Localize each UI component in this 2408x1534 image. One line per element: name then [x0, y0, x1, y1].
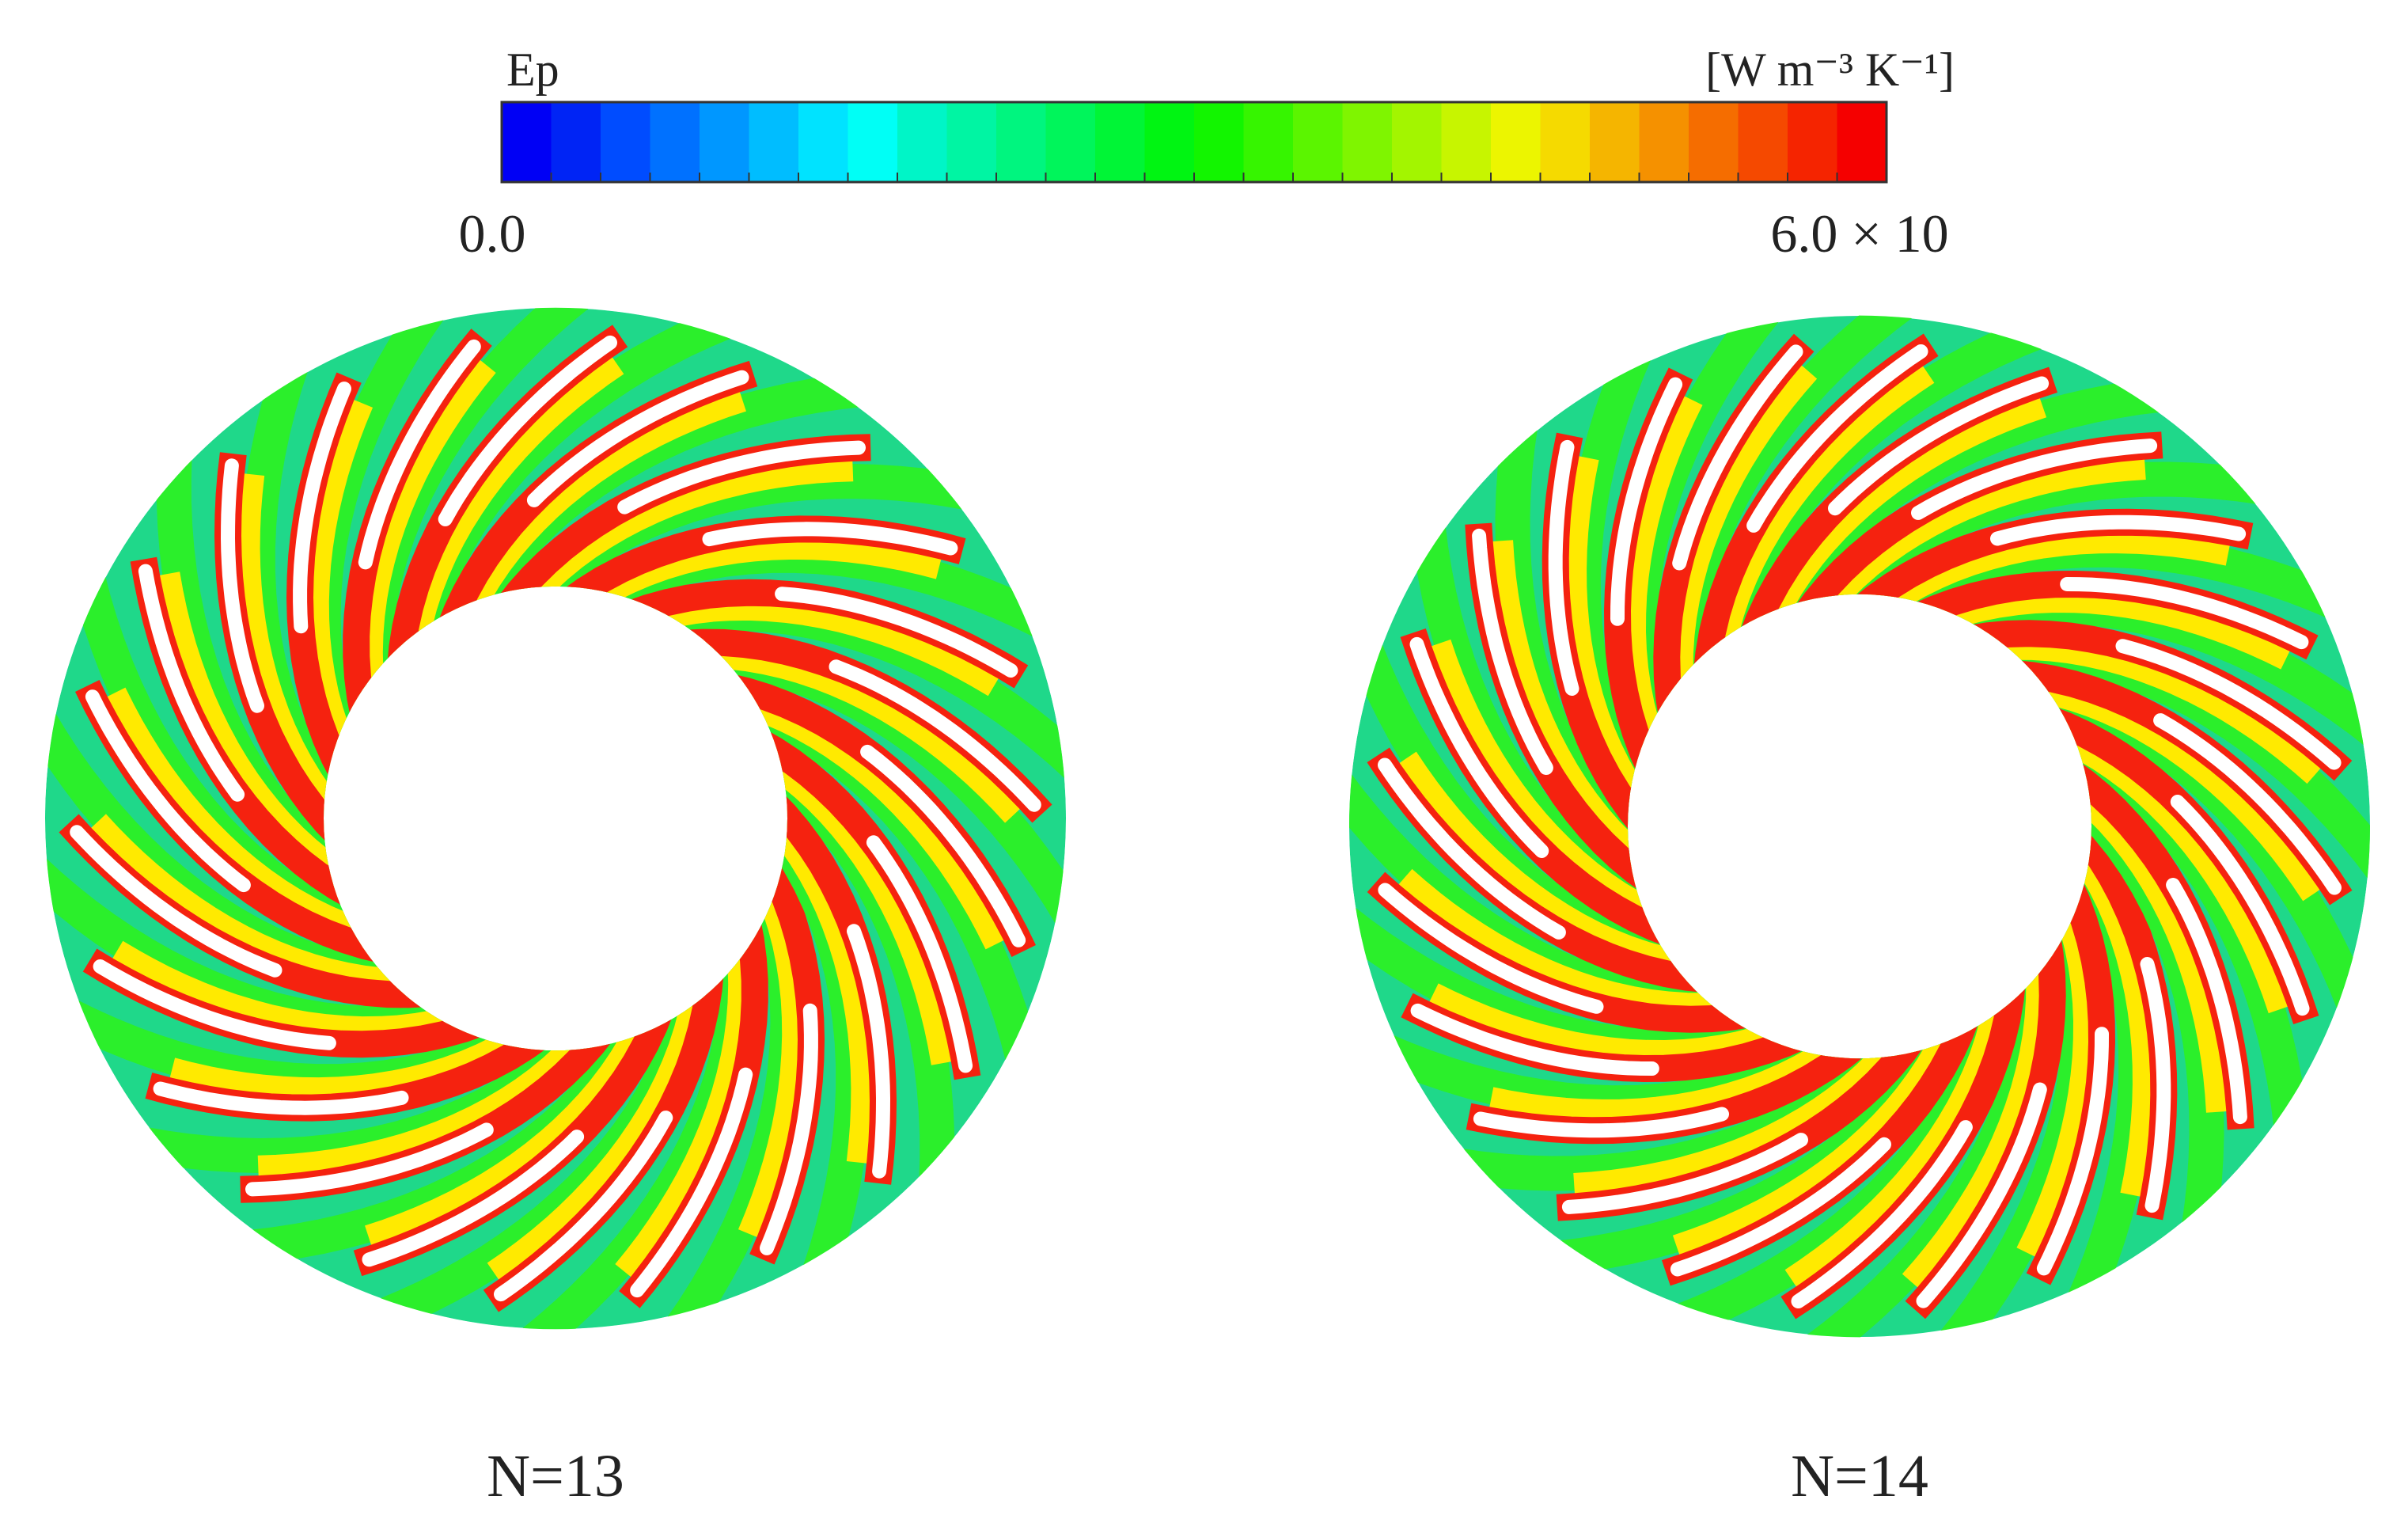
- contour-layer: [44, 307, 1067, 1330]
- blade: [1561, 1133, 1808, 1214]
- blade: [760, 1003, 818, 1255]
- colorbar-unit: [W m⁻³ K⁻¹]: [1705, 44, 1955, 96]
- blade: [617, 440, 866, 514]
- colorbar-step: [1342, 102, 1393, 182]
- colorbar-step: [1590, 102, 1640, 182]
- colorbar-step: [1095, 102, 1146, 182]
- blade: [1409, 636, 1549, 858]
- colorbar-step: [1194, 102, 1245, 182]
- panel-label: N=14: [1791, 1443, 1928, 1509]
- colorbar-step: [1293, 102, 1344, 182]
- blade: [829, 659, 1041, 812]
- blade: [2060, 577, 2309, 650]
- colorbar-step: [1491, 102, 1541, 182]
- blade: [220, 458, 264, 713]
- colorbar-step: [996, 102, 1047, 182]
- blade: [1670, 1137, 1891, 1277]
- blade: [1378, 758, 1566, 940]
- colorbar-variable: Ep: [506, 44, 559, 96]
- blade: [1911, 439, 2158, 520]
- blade: [2115, 639, 2342, 770]
- colorbar-step: [1243, 102, 1294, 182]
- blade: [1473, 1107, 1729, 1138]
- blade: [1791, 1120, 1973, 1308]
- blade: [2153, 713, 2342, 895]
- colorbar-step: [1045, 102, 1096, 182]
- colorbar: [502, 102, 1887, 182]
- blade: [1916, 1082, 2047, 1308]
- blade: [1828, 376, 2050, 516]
- blade: [2166, 878, 2247, 1125]
- colorbar-step: [551, 102, 601, 182]
- colorbar-step: [1738, 102, 1788, 182]
- colorbar-step: [650, 102, 700, 182]
- colorbar-step: [1689, 102, 1739, 182]
- blade: [1472, 528, 1553, 775]
- colorbar-step: [700, 102, 750, 182]
- blade: [630, 1067, 753, 1298]
- blade: [526, 370, 749, 507]
- blade: [1672, 344, 1803, 571]
- blade: [245, 1122, 494, 1197]
- colorbar-step: [1639, 102, 1689, 182]
- colorbar-step: [1441, 102, 1492, 182]
- blade: [1610, 377, 1683, 626]
- blade: [1410, 1003, 1659, 1076]
- contour-plot: [44, 307, 1067, 1330]
- blade: [362, 1130, 585, 1267]
- blade: [293, 382, 351, 634]
- colorbar-step: [1788, 102, 1838, 182]
- blade: [847, 924, 891, 1179]
- colorbar-step: [798, 102, 849, 182]
- blade: [2140, 957, 2171, 1213]
- blade: [702, 522, 958, 556]
- blade: [775, 587, 1018, 678]
- blade: [1746, 344, 1928, 533]
- blade: [860, 744, 1026, 947]
- colorbar-step: [1837, 102, 1887, 182]
- blade: [2036, 1027, 2109, 1276]
- colorbar-step: [601, 102, 651, 182]
- blade: [85, 689, 251, 893]
- blade: [358, 339, 481, 570]
- blade: [1990, 514, 2247, 546]
- colorbar-max-label: 6.0 × 10: [1770, 203, 1948, 264]
- panel-label: N=13: [487, 1443, 624, 1509]
- colorbar-min-label: 0.0: [459, 203, 526, 264]
- blade: [138, 564, 245, 802]
- colorbar-step: [848, 102, 898, 182]
- colorbar-step: [1540, 102, 1591, 182]
- blade: [438, 335, 617, 526]
- blade: [866, 835, 973, 1073]
- colorbar-step: [1144, 102, 1195, 182]
- colorbar-step: [897, 102, 948, 182]
- colorbar-frame: [500, 101, 1888, 184]
- blade: [1548, 439, 1579, 696]
- colorbar-step: [1392, 102, 1443, 182]
- blade: [93, 959, 336, 1050]
- contour-plot: [1348, 315, 2371, 1338]
- contour-layer: [1348, 315, 2371, 1338]
- blade: [494, 1111, 673, 1302]
- blade: [2170, 795, 2310, 1016]
- colorbar-step: [502, 102, 552, 182]
- blade: [1378, 883, 1604, 1014]
- colorbar-step: [749, 102, 799, 182]
- blade: [70, 825, 283, 978]
- colorbar-step: [946, 102, 997, 182]
- blade: [153, 1081, 409, 1115]
